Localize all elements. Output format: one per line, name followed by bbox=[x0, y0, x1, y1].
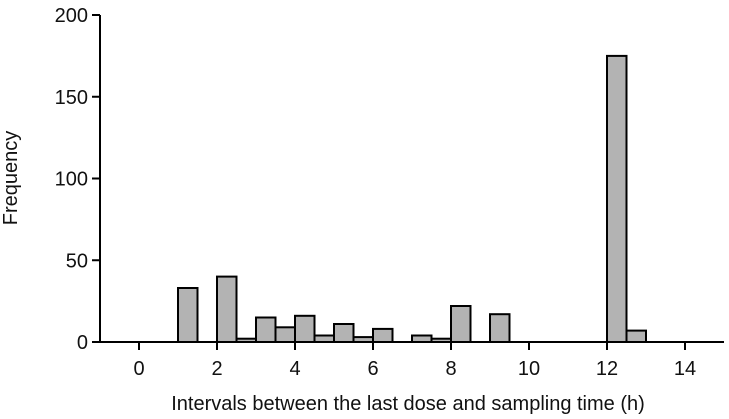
x-axis-title: Intervals between the last dose and samp… bbox=[171, 393, 645, 415]
y-tick-label-0: 0 bbox=[77, 332, 88, 354]
x-tick-label-0: 0 bbox=[133, 358, 144, 380]
histogram-bar-3 bbox=[255, 316, 277, 343]
histogram-bar-7 bbox=[333, 323, 355, 343]
y-axis-ticks: 0 50 100 150 200 bbox=[55, 5, 100, 354]
histogram-bar-1 bbox=[216, 275, 238, 344]
histogram-bar-14 bbox=[606, 54, 628, 344]
histogram-bar-15 bbox=[625, 329, 647, 344]
x-tick-label-6: 6 bbox=[367, 358, 378, 380]
histogram-bar-0 bbox=[177, 287, 199, 343]
x-tick-label-4: 4 bbox=[289, 358, 300, 380]
y-axis-title: Frequency bbox=[0, 131, 22, 226]
histogram-bar-5 bbox=[294, 314, 316, 343]
x-tick-label-2: 2 bbox=[211, 358, 222, 380]
histogram-bar-4 bbox=[274, 326, 296, 343]
x-axis-ticks: 0 2 4 6 8 10 12 14 bbox=[133, 342, 696, 380]
bars-group bbox=[177, 54, 647, 344]
y-tick-label-100: 100 bbox=[55, 169, 88, 191]
y-tick-label-200: 200 bbox=[55, 5, 88, 27]
x-tick-label-10: 10 bbox=[518, 358, 540, 380]
y-tick-label-50: 50 bbox=[66, 250, 88, 272]
y-tick-label-150: 150 bbox=[55, 87, 88, 109]
x-tick-label-12: 12 bbox=[596, 358, 618, 380]
x-tick-label-14: 14 bbox=[674, 358, 696, 380]
histogram-bar-9 bbox=[372, 327, 394, 343]
histogram-bar-13 bbox=[489, 313, 511, 344]
x-tick-label-8: 8 bbox=[445, 358, 456, 380]
histogram-bar-12 bbox=[450, 305, 472, 343]
